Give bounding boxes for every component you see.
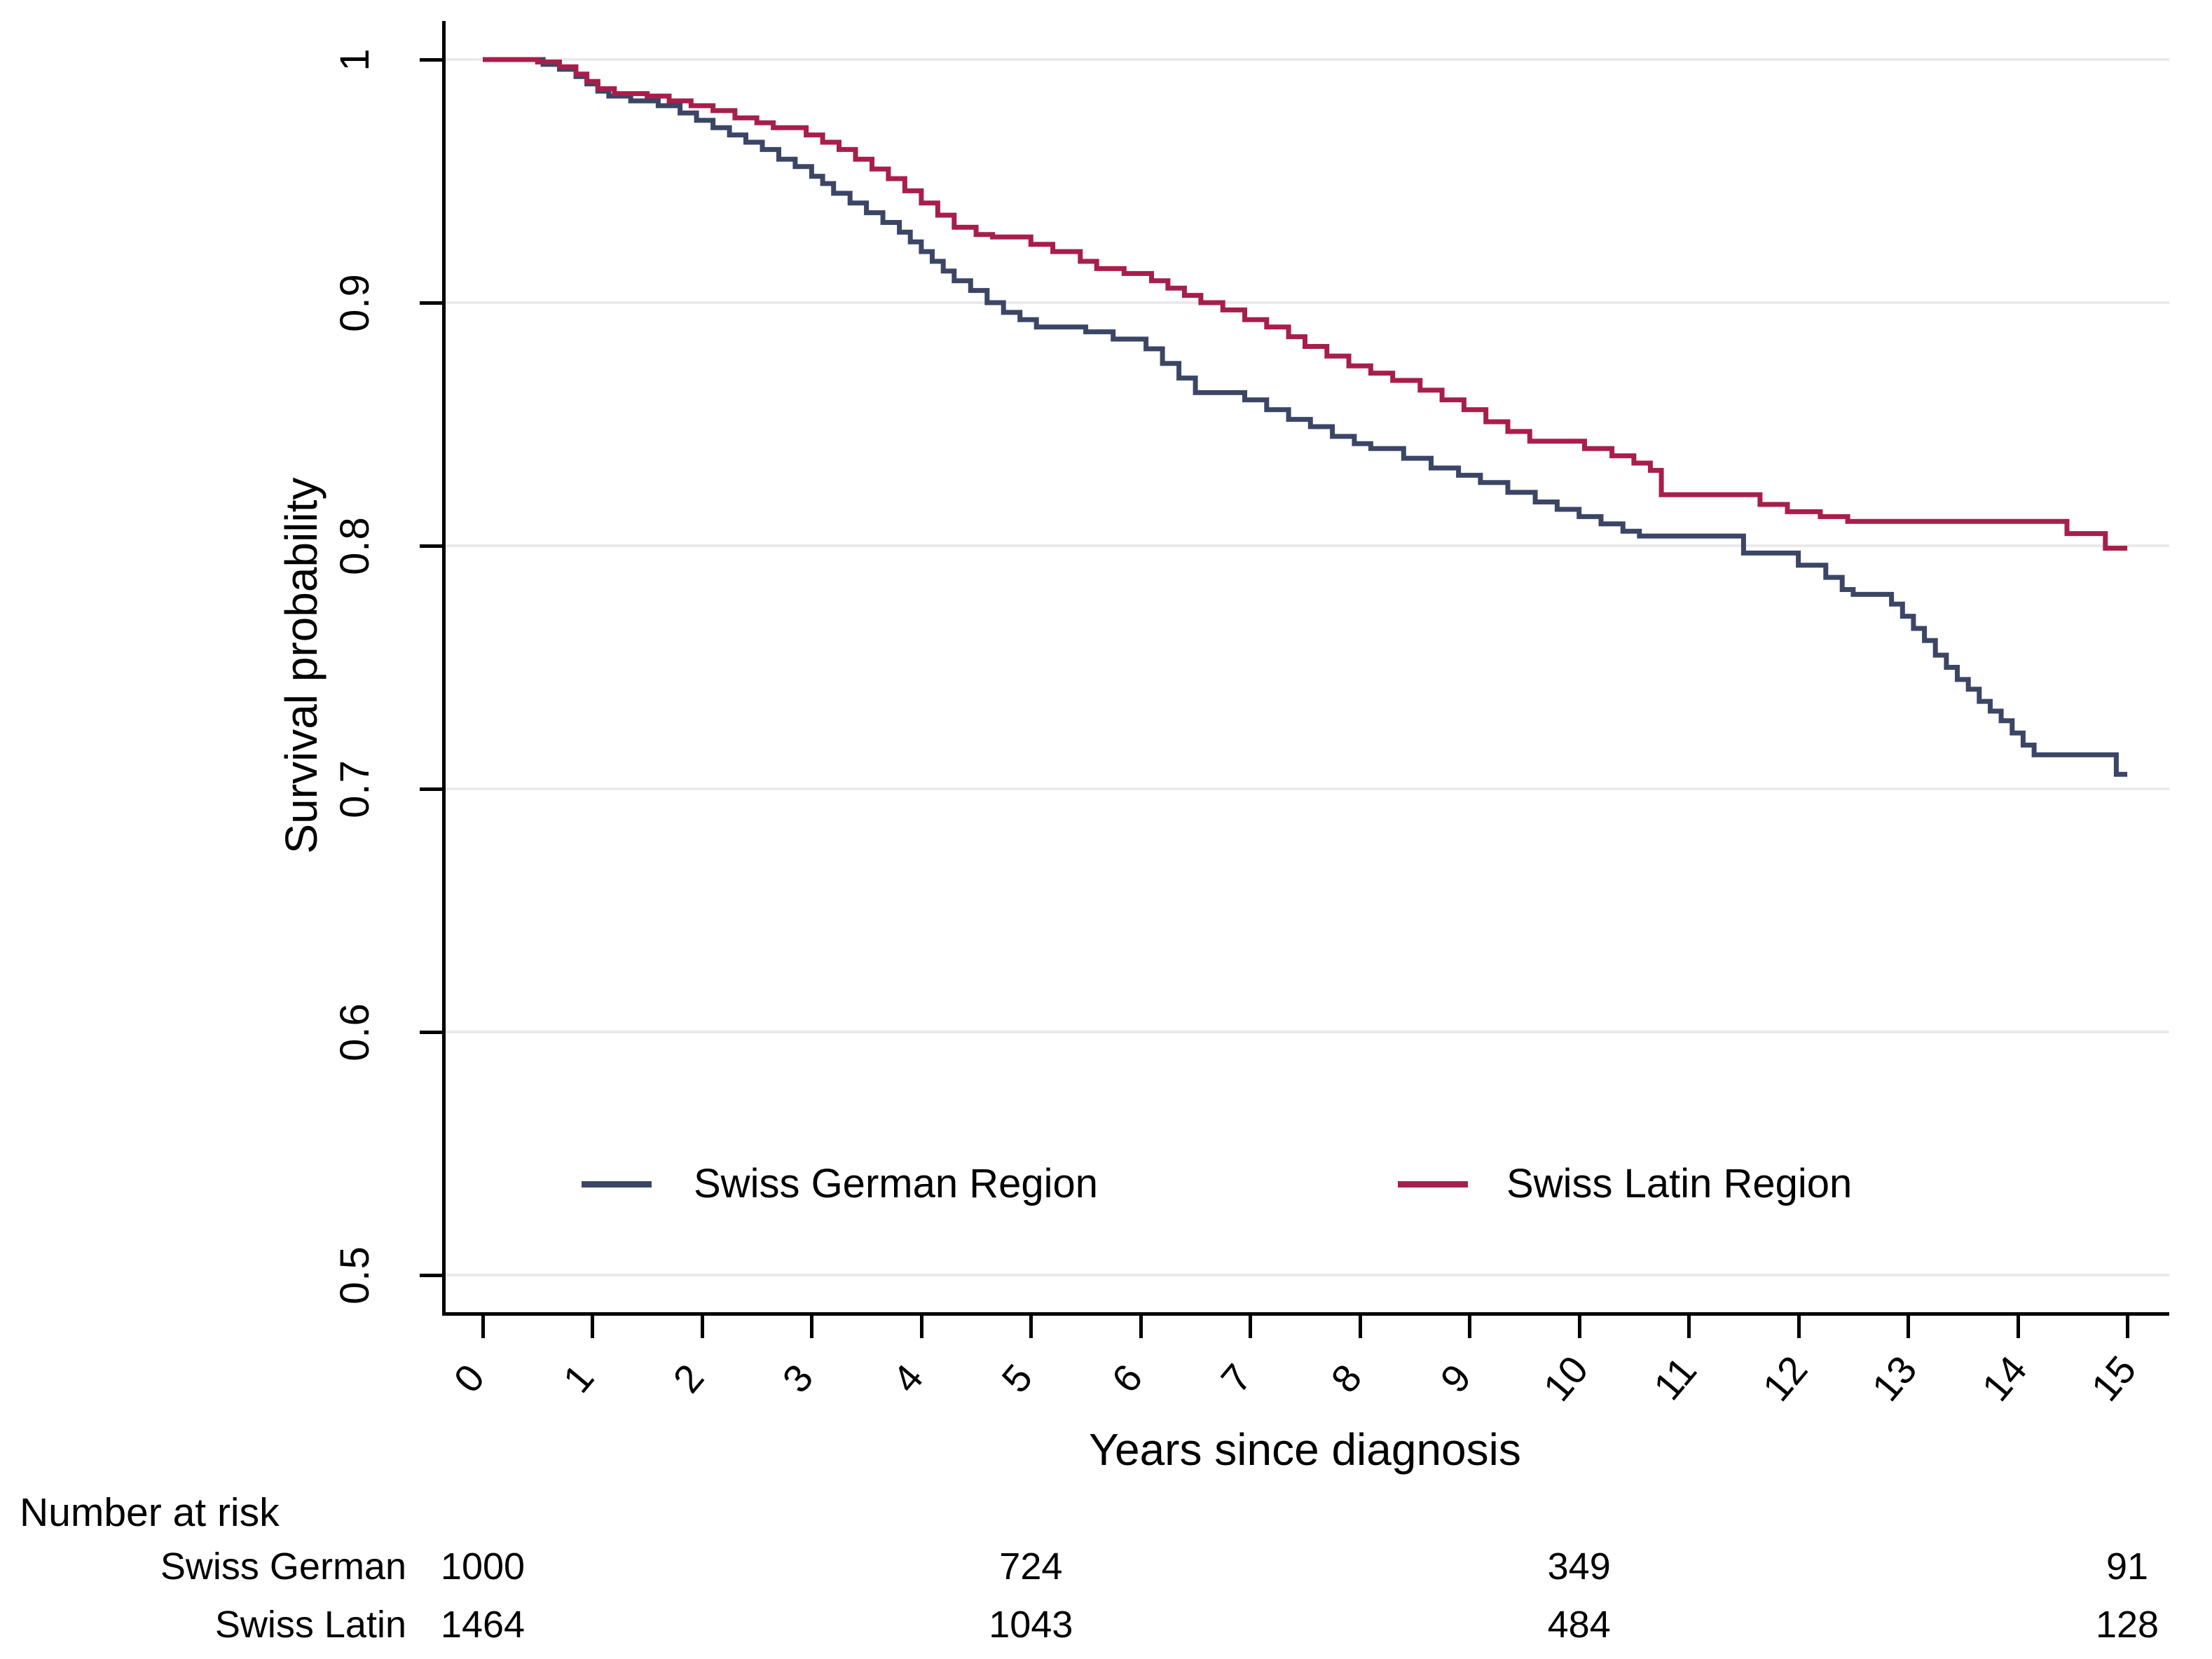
x-tick [1468, 1316, 1472, 1338]
risk-value: 91 [2106, 1546, 2149, 1588]
x-tick [1907, 1316, 1911, 1338]
x-tick-label: 15 [2082, 1347, 2145, 1410]
x-tick-label: 9 [1431, 1355, 1480, 1401]
x-tick-label: 13 [1862, 1347, 1925, 1410]
x-tick [2126, 1316, 2130, 1338]
legend-line-swiss-german [582, 1181, 652, 1188]
x-tick [1577, 1316, 1581, 1338]
risk-value: 1043 [989, 1604, 1073, 1646]
x-tick-label: 8 [1321, 1355, 1370, 1401]
x-tick [700, 1316, 704, 1338]
risk-value: 1464 [440, 1604, 525, 1646]
legend-label-swiss-latin: Swiss Latin Region [1506, 1161, 1853, 1206]
x-tick [810, 1316, 814, 1338]
y-tick [420, 1031, 442, 1034]
gridline [444, 1031, 2169, 1033]
x-tick [919, 1316, 923, 1338]
x-tick [1249, 1316, 1253, 1338]
x-tick-label: 0 [444, 1355, 493, 1401]
risk-value: 1000 [440, 1546, 525, 1588]
x-tick-label: 1 [554, 1355, 603, 1401]
y-tick-label: 0.9 [331, 273, 378, 332]
x-tick-label: 3 [774, 1355, 822, 1401]
gridline [444, 58, 2169, 61]
x-tick-label: 4 [883, 1355, 932, 1401]
x-tick-label: 11 [1644, 1348, 1705, 1408]
risk-row-label-swiss-latin: Swiss Latin [214, 1604, 406, 1646]
x-axis-title: Years since diagnosis [1089, 1424, 1521, 1475]
gridline [444, 301, 2169, 304]
risk-value: 724 [999, 1546, 1063, 1588]
risk-row-label-swiss-german: Swiss German [160, 1546, 406, 1588]
legend-line-swiss-latin [1398, 1181, 1468, 1188]
x-tick-label: 6 [1102, 1355, 1150, 1401]
x-tick-label: 10 [1534, 1347, 1596, 1410]
risk-value: 349 [1547, 1546, 1611, 1588]
y-tick-label: 0.7 [331, 759, 378, 818]
x-tick-label: 12 [1753, 1347, 1815, 1410]
y-tick-label: 1 [331, 48, 378, 71]
x-tick-label: 14 [1972, 1347, 2035, 1410]
y-tick [420, 787, 442, 791]
x-tick [1797, 1316, 1801, 1338]
x-tick [1029, 1316, 1033, 1338]
y-axis-line [442, 21, 446, 1316]
x-tick-label: 2 [664, 1355, 713, 1401]
risk-value: 484 [1547, 1604, 1611, 1646]
x-tick [591, 1316, 595, 1338]
x-tick [1139, 1316, 1143, 1338]
number-at-risk-title: Number at risk [20, 1490, 280, 1535]
y-tick-label: 0.6 [331, 1003, 378, 1061]
gridline [444, 787, 2169, 790]
y-tick [420, 544, 442, 548]
x-tick [1358, 1316, 1362, 1338]
y-tick [420, 1274, 442, 1277]
x-tick [2016, 1316, 2020, 1338]
x-tick [481, 1316, 485, 1338]
risk-value: 128 [2095, 1604, 2159, 1646]
gridline [444, 1274, 2169, 1276]
x-tick [1687, 1316, 1691, 1338]
legend-label-swiss-german: Swiss German Region [694, 1161, 1098, 1206]
y-tick [420, 58, 442, 62]
y-tick-label: 0.5 [331, 1246, 378, 1305]
gridline [444, 544, 2169, 547]
y-axis-title: Survival probability [276, 476, 327, 854]
survival-curve-swiss-german [483, 57, 2128, 777]
x-axis-line [442, 1312, 2169, 1316]
y-tick-label: 0.8 [331, 516, 378, 575]
y-tick [420, 301, 442, 305]
x-tick-label: 7 [1212, 1355, 1260, 1401]
x-tick-label: 5 [993, 1355, 1041, 1401]
